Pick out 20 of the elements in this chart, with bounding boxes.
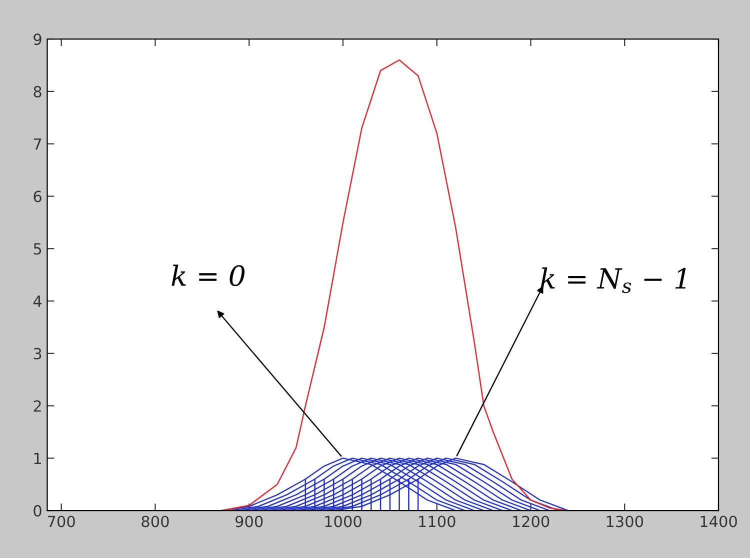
- y-tick-label: 6: [34, 190, 42, 202]
- x-tick-label: 1300: [606, 516, 644, 528]
- x-tick-label: 1100: [419, 516, 456, 528]
- x-tick-label: 700: [48, 516, 75, 528]
- y-tick-label: 5: [34, 243, 42, 255]
- y-tick-label: 9: [34, 34, 42, 46]
- annotation: k = N$_{s}$ − 1: [540, 267, 686, 294]
- x-tick-label: 1000: [325, 516, 362, 528]
- y-tick-label: 3: [34, 348, 42, 360]
- x-tick-label: 1200: [512, 516, 550, 528]
- x-tick-label: 900: [235, 516, 263, 528]
- y-tick-label: 7: [34, 138, 42, 150]
- y-tick-label: 4: [33, 296, 42, 307]
- annotation: k = 0: [172, 264, 245, 286]
- y-tick-label: 2: [34, 400, 41, 412]
- x-tick-label: 1400: [700, 516, 737, 528]
- y-tick-label: 8: [34, 86, 42, 98]
- x-tick-label: 800: [142, 516, 169, 528]
- y-tick-label: 0: [34, 505, 42, 517]
- y-tick-label: 1: [34, 452, 41, 464]
